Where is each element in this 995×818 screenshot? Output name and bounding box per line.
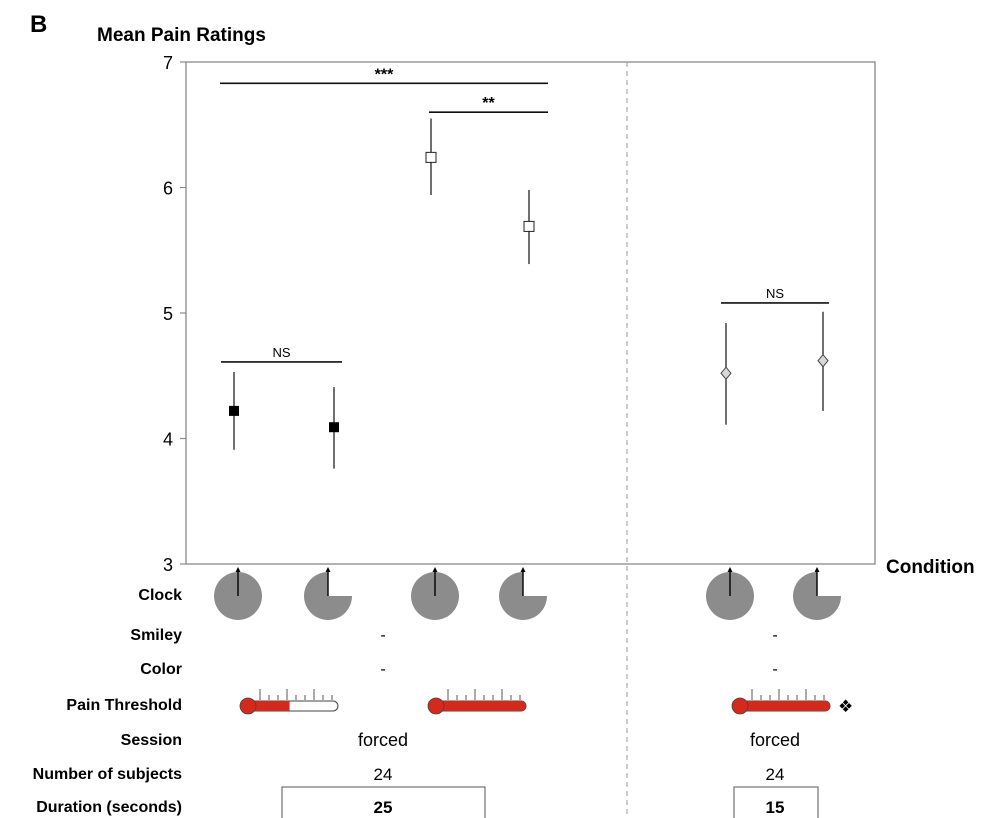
plot-area: [185, 61, 876, 565]
x-axis-label: Condition: [886, 557, 975, 578]
clock-icon: [411, 567, 459, 620]
thermometer-fill: [438, 701, 526, 711]
table-row-labels: Clock Smiley Color Pain Threshold Sessio…: [33, 587, 182, 816]
clock-hand-tip: [325, 567, 331, 572]
pain-threshold-marker: ❖: [838, 697, 853, 716]
smiley-value-right: -: [772, 627, 777, 644]
thermometer-fill: [742, 701, 830, 711]
color-value-forced: -: [380, 661, 385, 678]
thermometer-bulb: [239, 697, 257, 715]
smiley-value-forced: -: [380, 627, 385, 644]
significance-label: NS: [272, 345, 290, 360]
clock-icon: [304, 567, 352, 620]
clock-hand-tip: [520, 567, 526, 572]
y-tick-label: 3: [163, 555, 173, 575]
y-tick-label: 6: [163, 179, 173, 199]
row-label-duration: Duration (seconds): [36, 799, 182, 816]
data-point: [229, 405, 239, 416]
row-label-session: Session: [121, 732, 182, 749]
clock-hand-tip: [727, 567, 733, 572]
chart-title: Mean Pain Ratings: [97, 25, 266, 46]
thermometer-bulb: [731, 697, 749, 715]
clock-hand-tip: [235, 567, 241, 572]
data-point: [817, 353, 829, 368]
data-point: [720, 366, 732, 381]
data-point: [329, 422, 339, 433]
duration-box-right: [733, 786, 819, 818]
y-tick-label: 7: [163, 53, 173, 73]
row-label-color: Color: [140, 661, 182, 678]
row-label-clock: Clock: [138, 587, 182, 604]
data-points: [229, 118, 829, 469]
row-label-smiley: Smiley: [130, 627, 182, 644]
thermometer: [239, 689, 339, 715]
significance-label: **: [482, 95, 495, 112]
duration-value-right: 15: [766, 798, 785, 817]
significance-label: NS: [766, 286, 784, 301]
clock-icon: [793, 567, 841, 620]
duration-value-forced: 25: [374, 798, 393, 817]
subjects-value-forced: 24: [374, 765, 393, 784]
clock-hand-tip: [432, 567, 438, 572]
y-axis-ticks: 3 4 5 6 7: [163, 53, 186, 575]
y-tick-label: 5: [163, 304, 173, 324]
y-tick-label: 4: [163, 430, 173, 450]
row-label-subjects: Number of subjects: [33, 766, 182, 783]
duration-box-forced: [281, 786, 486, 818]
session-value-forced: forced: [358, 730, 408, 750]
subjects-value-right: 24: [766, 765, 785, 784]
panel-label: B: [30, 11, 47, 38]
clock-icon: [706, 567, 754, 620]
significance-label: ***: [375, 66, 394, 83]
clock-hand-tip: [814, 567, 820, 572]
thermometer: [427, 689, 527, 715]
thermometer-fill: [250, 701, 290, 711]
data-point: [523, 220, 535, 232]
color-value-right: -: [772, 661, 777, 678]
clock-icon: [214, 567, 262, 620]
clock-icons: [214, 567, 841, 620]
pain-threshold-thermometers: [239, 689, 831, 715]
data-point: [425, 151, 437, 163]
clock-icon: [499, 567, 547, 620]
thermometer-bulb: [427, 697, 445, 715]
thermometer: [731, 689, 831, 715]
session-value-right: forced: [750, 730, 800, 750]
row-label-pain-threshold: Pain Threshold: [66, 697, 182, 714]
